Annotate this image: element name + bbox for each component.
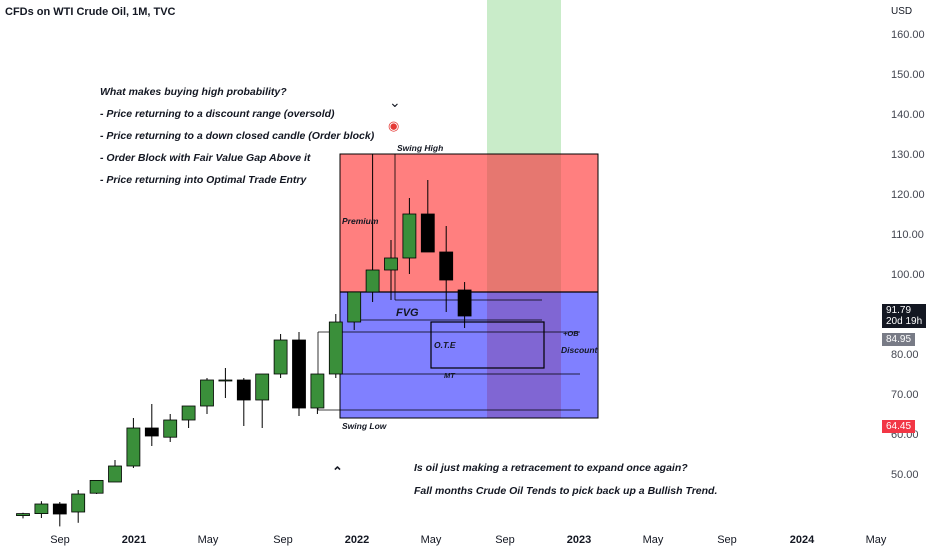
y-tick-0: 50.00 [891, 469, 919, 481]
last-price-value: 91.79 [886, 305, 912, 316]
candle-body-20 [384, 257, 398, 271]
chevron-up-icon[interactable]: ⌃ [332, 464, 343, 479]
candle-body-3 [71, 493, 86, 513]
candle-body-15 [292, 339, 306, 409]
countdown-value: 20d 19h [886, 316, 923, 327]
x-tick-3: Sep [273, 534, 293, 546]
candle-body-0 [16, 513, 30, 516]
ob-label: +OB [563, 329, 579, 338]
candle-body-4 [89, 479, 104, 494]
swing-low-label: Swing Low [342, 421, 388, 431]
y-tick-9: 140.00 [891, 109, 925, 121]
x-tick-1: 2021 [122, 534, 146, 546]
note-line-2: - Price returning to a discount range (o… [100, 108, 335, 120]
chart-title: CFDs on WTI Crude Oil, 1M, TVC [5, 6, 176, 18]
note-line-1: What makes buying high probability? [100, 86, 287, 98]
x-tick-6: Sep [495, 534, 515, 546]
x-tick-4: 2022 [345, 534, 369, 546]
x-tick-11: May [866, 534, 887, 546]
swing-high-label: Swing High [397, 143, 443, 153]
x-tick-5: May [421, 534, 442, 546]
candle-body-5 [108, 465, 122, 483]
candle-body-1 [34, 503, 49, 515]
range-outline [339, 153, 599, 419]
candle-body-21 [402, 213, 417, 259]
ote-label: O.T.E [434, 340, 456, 350]
y-tick-6: 110.00 [891, 229, 924, 241]
candle-body-19 [365, 269, 380, 293]
note-line-5: - Price returning into Optimal Trade Ent… [100, 174, 307, 186]
candle-body-12 [236, 379, 251, 401]
candle-body-18 [347, 291, 362, 323]
chevron-down-icon[interactable]: ⌄ [389, 94, 401, 110]
last-price-tag: 91.79 20d 19h [882, 304, 927, 328]
x-tick-8: May [643, 534, 664, 546]
bottom-note-2: Fall months Crude Oil Tends to pick back… [414, 485, 718, 497]
candle-body-7 [144, 427, 159, 437]
currency-label: USD [891, 6, 913, 17]
y-tick-8: 130.00 [891, 149, 925, 161]
eye-icon[interactable]: ◉ [388, 118, 400, 133]
bottom-note-1: Is oil just making a retracement to expa… [414, 462, 688, 474]
y-tick-2: 70.00 [891, 389, 919, 401]
y-tick-7: 120.00 [891, 189, 925, 201]
candle-body-11 [218, 379, 233, 382]
x-tick-0: Sep [50, 534, 70, 546]
mt-label: MT [444, 371, 456, 380]
premium-zone [340, 154, 598, 292]
candle-body-8 [163, 419, 178, 438]
note-line-4: - Order Block with Fair Value Gap Above … [100, 152, 311, 164]
candle-body-10 [200, 379, 214, 407]
note-line-3: - Price returning to a down closed candl… [100, 130, 375, 142]
candle-body-9 [181, 405, 196, 421]
fvg-label: FVG [396, 307, 419, 319]
price-tag-64: 64.45 [882, 420, 916, 433]
candle-body-13 [255, 373, 270, 401]
target-overlap-discount [487, 292, 561, 418]
candle-body-23 [439, 251, 454, 281]
y-tick-10: 150.00 [891, 69, 925, 81]
candle-body-24 [457, 289, 472, 317]
x-tick-2: May [198, 534, 219, 546]
candle-body-14 [273, 339, 288, 375]
candle-body-17 [328, 321, 343, 375]
price-tag-84: 84.95 [882, 333, 916, 346]
premium-label: Premium [342, 216, 379, 226]
candle-body-2 [52, 503, 67, 515]
discount-label: Discount [561, 345, 599, 355]
y-tick-11: 160.00 [891, 29, 925, 41]
candle-body-22 [420, 213, 435, 253]
x-tick-10: 2024 [790, 534, 815, 546]
y-tick-3: 80.00 [891, 349, 919, 361]
candle-body-16 [310, 373, 325, 409]
y-tick-5: 100.00 [891, 269, 925, 281]
ote-box [430, 321, 545, 369]
x-tick-7: 2023 [567, 534, 591, 546]
candle-body-6 [126, 427, 141, 467]
x-tick-9: Sep [717, 534, 737, 546]
